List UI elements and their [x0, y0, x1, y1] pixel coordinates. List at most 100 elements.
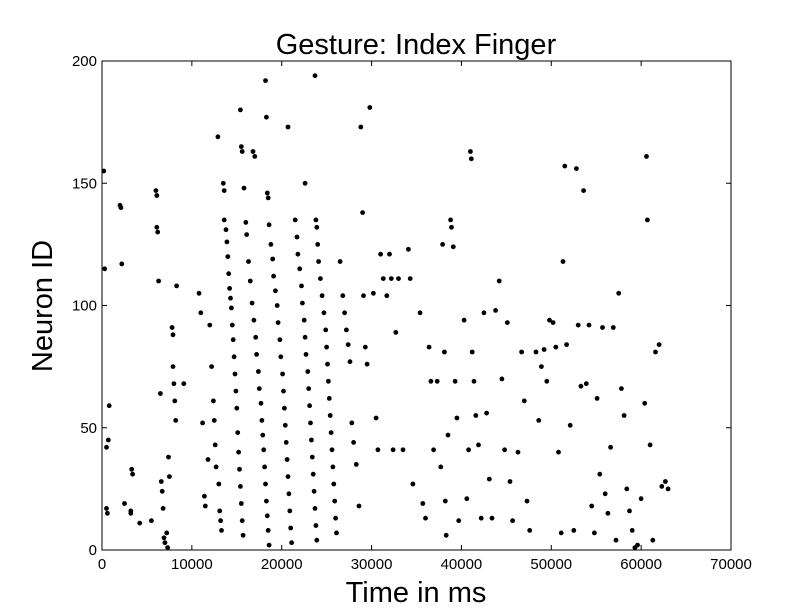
spike-point	[240, 532, 246, 538]
spike-point	[235, 430, 241, 435]
spike-point	[326, 378, 331, 384]
spike-point	[586, 322, 592, 328]
spike-point	[659, 484, 665, 489]
spike-point	[486, 476, 492, 482]
spike-point	[265, 528, 271, 533]
x-tick-label: 50000	[530, 556, 572, 573]
spike-point	[104, 444, 109, 450]
x-tick-label: 70000	[710, 556, 752, 573]
spike-point	[329, 447, 335, 453]
spike-point	[256, 369, 261, 374]
spike-point	[254, 352, 259, 357]
spike-point	[238, 484, 243, 489]
spike-point	[212, 442, 218, 448]
spike-point	[118, 205, 124, 211]
spike-point	[656, 342, 662, 347]
spike-point	[284, 457, 290, 462]
spike-point	[162, 540, 168, 546]
spike-point	[229, 322, 235, 328]
spike-point	[119, 261, 125, 267]
x-tick-label: 0	[98, 556, 106, 573]
spike-point	[645, 217, 650, 223]
spike-point	[149, 518, 154, 524]
spike-point	[216, 481, 222, 487]
spike-point	[174, 283, 180, 289]
spike-point	[438, 464, 444, 470]
spike-point	[230, 337, 236, 343]
y-axis-label: Neuron ID	[27, 240, 59, 372]
spike-point	[228, 295, 233, 301]
spike-point	[232, 371, 238, 377]
spike-point	[342, 310, 347, 316]
y-tick-label: 200	[72, 53, 97, 70]
spike-point	[665, 486, 671, 492]
x-tick-label: 40000	[441, 556, 483, 573]
spike-point	[101, 168, 107, 174]
spike-point	[476, 442, 481, 448]
spike-point	[158, 479, 164, 484]
spike-point	[608, 444, 613, 450]
spike-point	[215, 134, 221, 140]
spike-point	[273, 288, 278, 294]
spike-point	[613, 537, 619, 543]
spike-point	[353, 462, 359, 467]
spike-point	[170, 332, 176, 338]
spike-point	[650, 537, 656, 543]
spike-point	[544, 378, 550, 384]
spike-point	[619, 386, 624, 391]
spike-point	[303, 352, 309, 357]
spike-point	[169, 325, 175, 330]
spike-point	[600, 325, 605, 330]
spike-point	[207, 322, 213, 328]
spike-point	[323, 327, 329, 333]
spike-point	[464, 496, 470, 502]
y-axis: 0 50 100 150 200	[72, 53, 731, 559]
spike-point	[196, 290, 202, 296]
spike-point	[356, 503, 362, 509]
spike-point	[105, 437, 111, 443]
spike-point	[309, 437, 314, 443]
spike-point	[507, 479, 513, 484]
spike-point	[519, 349, 524, 355]
spike-point	[262, 464, 267, 470]
spike-point	[318, 276, 323, 281]
plot-frame	[101, 60, 732, 551]
spike-point	[238, 107, 243, 113]
spike-point	[367, 105, 373, 110]
spike-point	[264, 498, 269, 504]
spike-point	[393, 330, 399, 335]
spike-point	[297, 266, 303, 272]
spike-point	[252, 154, 258, 159]
spike-point	[536, 418, 542, 423]
spike-point	[302, 334, 308, 340]
spike-point	[448, 217, 453, 223]
spike-point	[571, 528, 577, 533]
spike-point	[282, 405, 287, 411]
spike-point	[663, 479, 668, 484]
spike-point	[567, 422, 573, 428]
spike-point	[313, 217, 319, 223]
spike-point	[155, 229, 161, 235]
spike-point	[181, 381, 187, 387]
spike-point	[510, 518, 515, 524]
spike-point	[452, 378, 458, 384]
spike-point	[390, 447, 396, 453]
spike-point	[311, 488, 317, 494]
spike-point	[154, 193, 160, 198]
spike-point	[627, 508, 632, 514]
spike-point	[417, 310, 423, 316]
spike-point	[280, 371, 285, 377]
spike-point	[553, 344, 559, 350]
spike-point	[502, 447, 507, 453]
spike-point	[251, 317, 257, 323]
spike-point	[327, 413, 333, 418]
spike-point	[211, 398, 216, 404]
spike-point	[137, 520, 143, 526]
spike-point	[362, 344, 368, 350]
spike-point	[171, 381, 177, 387]
spike-point	[597, 471, 603, 477]
spike-point	[217, 508, 223, 514]
spike-point	[332, 498, 338, 504]
spike-point	[312, 506, 318, 511]
spike-point	[281, 388, 286, 394]
